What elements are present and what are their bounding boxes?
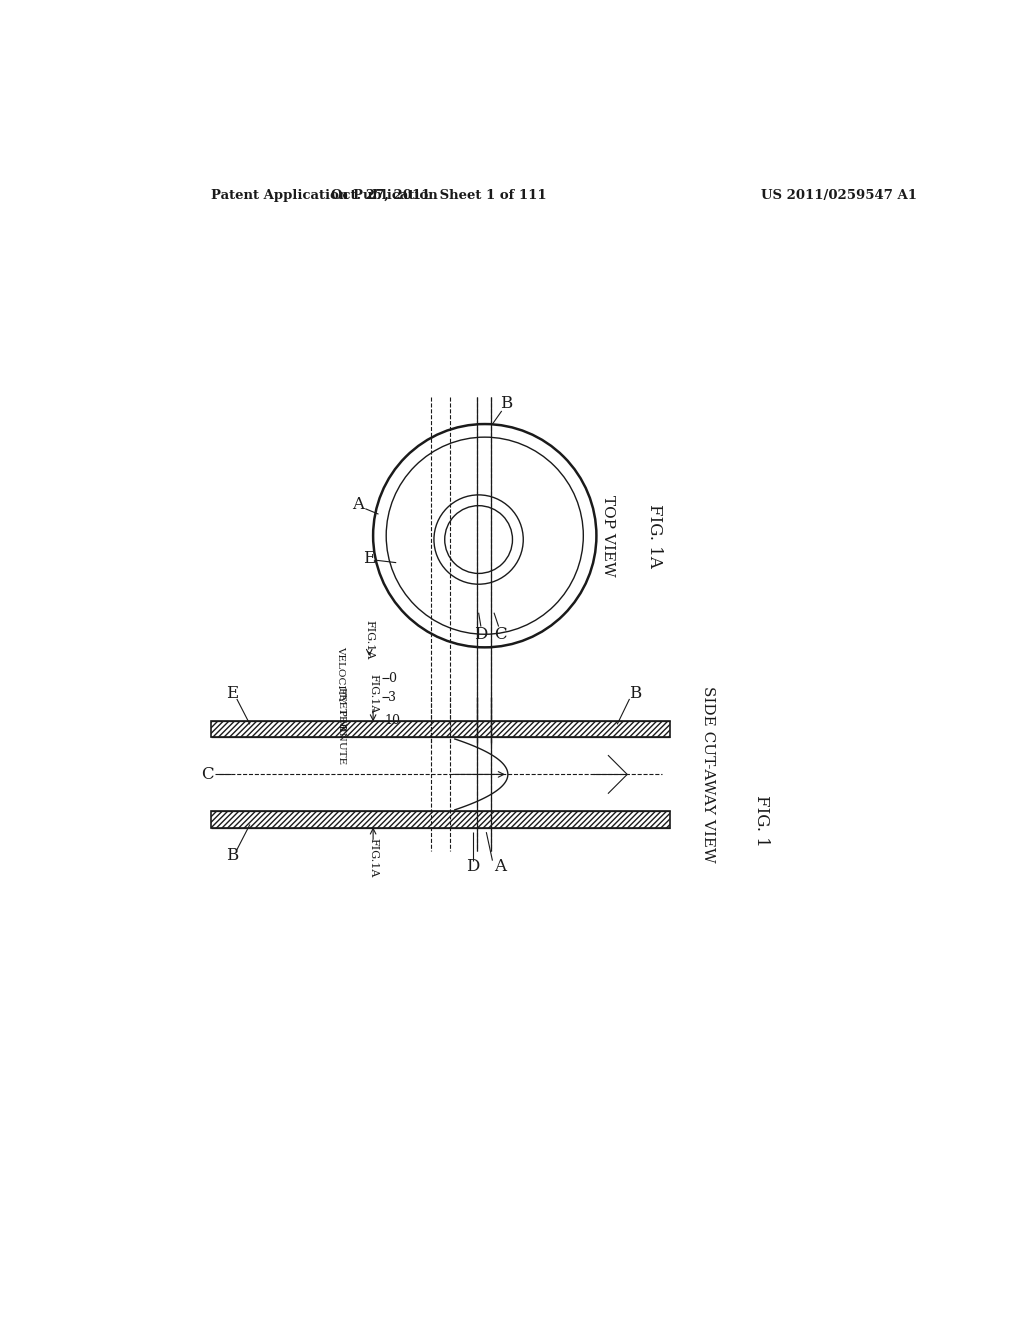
Text: FEET: FEET [336,686,345,715]
Text: B: B [629,685,641,702]
Text: VELOCITY: VELOCITY [336,645,345,702]
Text: C: C [202,766,214,783]
Text: FIG. 1A: FIG. 1A [646,504,663,568]
Text: B: B [500,395,512,412]
Text: 0: 0 [388,672,396,685]
Text: PER: PER [336,709,345,731]
Text: 10: 10 [384,714,400,727]
Text: C: C [494,626,507,643]
Text: FIG.1A: FIG.1A [368,838,378,878]
Text: FIG. 1: FIG. 1 [754,795,770,846]
Text: E: E [364,550,376,568]
Text: FIG.1A: FIG.1A [368,675,378,713]
Text: D: D [474,626,487,643]
Text: D: D [467,858,480,875]
Text: US 2011/0259547 A1: US 2011/0259547 A1 [761,189,916,202]
Text: E: E [226,685,239,702]
Text: 3: 3 [388,690,396,704]
Text: SIDE CUT-AWAY VIEW: SIDE CUT-AWAY VIEW [701,686,715,863]
Text: A: A [495,858,506,875]
Text: A: A [351,496,364,513]
Text: B: B [226,846,239,863]
Text: Patent Application Publication: Patent Application Publication [211,189,438,202]
Bar [211,812,670,829]
Text: Oct. 27, 2011  Sheet 1 of 111: Oct. 27, 2011 Sheet 1 of 111 [331,189,547,202]
Text: TOP VIEW: TOP VIEW [601,495,615,577]
Text: MINUTE: MINUTE [336,718,345,766]
Text: FIG.1A: FIG.1A [365,620,374,659]
Bar [211,721,670,738]
